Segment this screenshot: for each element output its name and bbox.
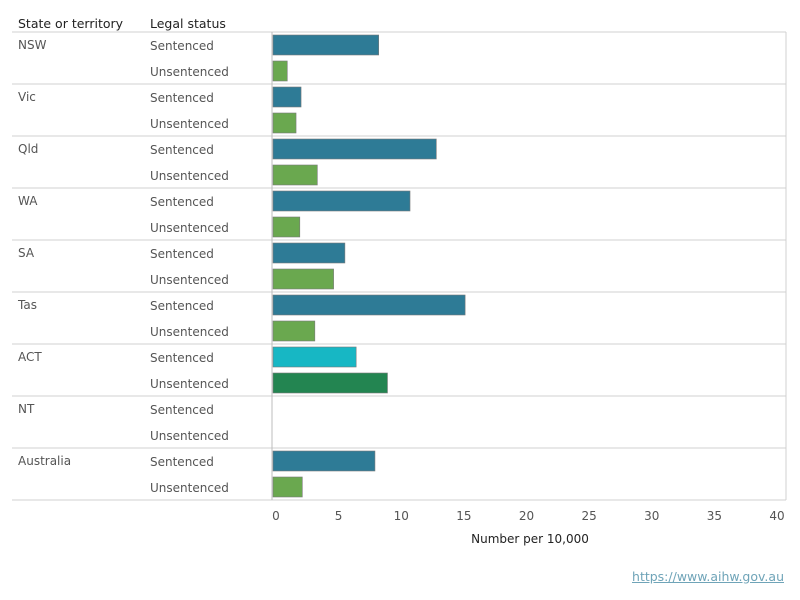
bar (272, 450, 376, 472)
x-tick-label: 30 (644, 509, 659, 523)
legal-status-label: Unsentenced (150, 429, 229, 443)
legal-status-label: Unsentenced (150, 481, 229, 495)
bar (272, 346, 357, 368)
x-tick-label: 35 (707, 509, 722, 523)
state-label: Vic (18, 90, 36, 104)
legal-status-label: Unsentenced (150, 377, 229, 391)
bar (272, 34, 380, 56)
x-tick-label: 25 (581, 509, 596, 523)
x-axis-title: Number per 10,000 (471, 532, 589, 546)
bar (272, 86, 302, 108)
legal-status-label: Sentenced (150, 403, 214, 417)
bar (272, 242, 346, 264)
bar-chart: NSW Sentenced Unsentenced Vic Sentenced Unsen… (12, 31, 787, 546)
state-label: NSW (18, 38, 47, 52)
state-label: Australia (18, 454, 71, 468)
x-tick-label: 10 (394, 509, 409, 523)
bar (272, 138, 437, 160)
legal-status-label: Unsentenced (150, 221, 229, 235)
state-label: WA (18, 194, 38, 208)
bar (272, 294, 466, 316)
legal-status-label: Unsentenced (150, 117, 229, 131)
legal-status-label: Sentenced (150, 247, 214, 261)
legal-status-label: Sentenced (150, 39, 214, 53)
bar (272, 216, 301, 238)
column-header-legal-status: Legal status (150, 16, 226, 31)
bar (272, 476, 303, 498)
legal-status-label: Sentenced (150, 351, 214, 365)
bar (272, 320, 316, 342)
state-label: NT (18, 402, 35, 416)
x-tick-label: 5 (335, 509, 343, 523)
legal-status-label: Unsentenced (150, 325, 229, 339)
legal-status-label: Sentenced (150, 143, 214, 157)
x-tick-label: 15 (456, 509, 471, 523)
state-label: Qld (18, 142, 38, 156)
bar (272, 164, 318, 186)
x-tick-label: 0 (272, 509, 280, 523)
legal-status-label: Unsentenced (150, 65, 229, 79)
state-label: SA (18, 246, 35, 260)
bar (272, 60, 288, 82)
legal-status-label: Sentenced (150, 195, 214, 209)
bar (272, 190, 411, 212)
legal-status-label: Sentenced (150, 455, 214, 469)
bar (272, 268, 334, 290)
legal-status-label: Unsentenced (150, 273, 229, 287)
legal-status-label: Sentenced (150, 299, 214, 313)
x-tick-label: 40 (769, 509, 784, 523)
bar (272, 112, 297, 134)
source-link[interactable]: https://www.aihw.gov.au (632, 569, 784, 584)
legal-status-label: Unsentenced (150, 169, 229, 183)
bar (272, 372, 388, 394)
legal-status-label: Sentenced (150, 91, 214, 105)
state-label: Tas (17, 298, 37, 312)
column-header-state: State or territory (18, 16, 124, 31)
x-tick-label: 20 (519, 509, 534, 523)
state-label: ACT (18, 350, 42, 364)
